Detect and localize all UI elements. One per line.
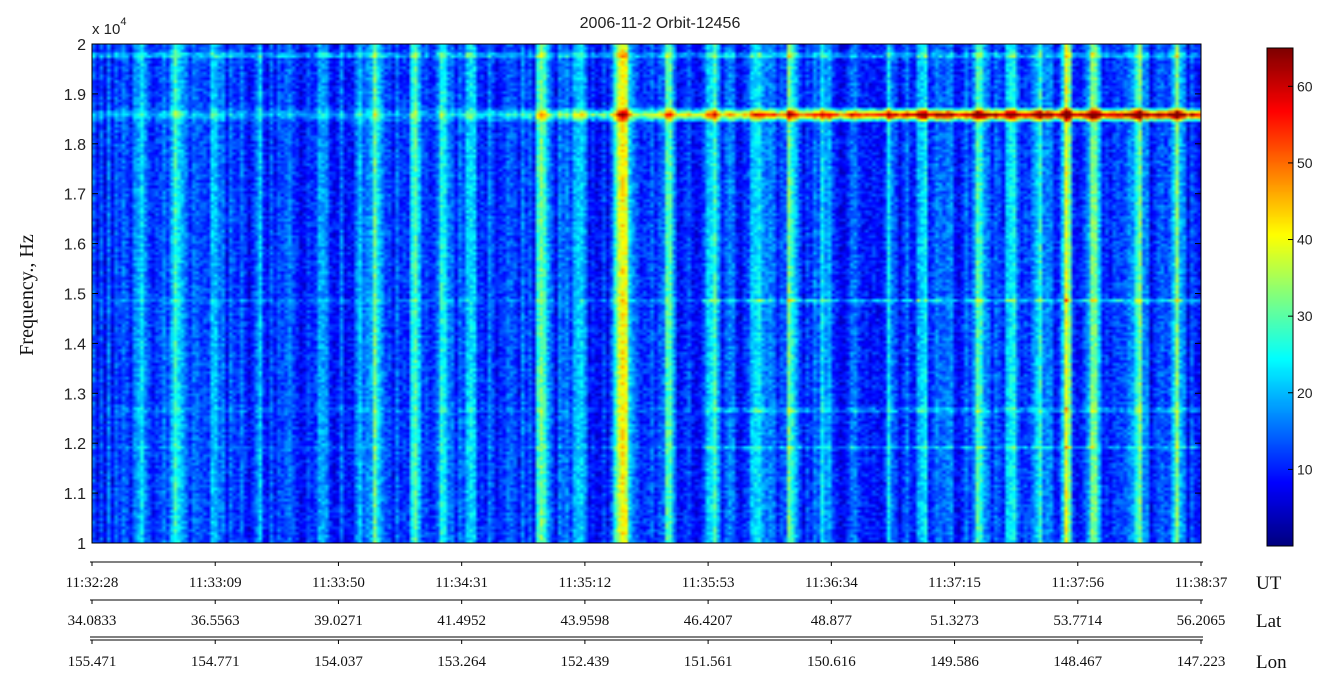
x-tick-label-lat: 56.2065 xyxy=(1177,613,1226,629)
colorbar-frame xyxy=(1266,47,1294,547)
x-tick-label-ut: 11:36:34 xyxy=(805,575,858,591)
x-tick-label-lat: 53.7714 xyxy=(1053,613,1102,629)
colorbar-tick-label: 50 xyxy=(1297,155,1313,171)
x-axis-name-lon: Lon xyxy=(1256,652,1287,673)
x-tick-label-ut: 11:33:09 xyxy=(189,575,242,591)
x-tick-label-ut: 11:37:15 xyxy=(928,575,981,591)
y-tick-label: 1.6 xyxy=(64,237,86,254)
x-tick-label-ut: 11:34:31 xyxy=(435,575,488,591)
x-tick-label-ut: 11:32:28 xyxy=(66,575,119,591)
colorbar: 10 20 30 40 50 60 xyxy=(1266,47,1313,547)
chart-title: 2006-11-2 Orbit-12456 xyxy=(580,15,741,32)
y-tick-label: 1.1 xyxy=(64,486,86,503)
x-tick-label-ut: 11:38:37 xyxy=(1175,575,1228,591)
heatmap-image xyxy=(92,44,1201,543)
x-tick-label-lon: 153.264 xyxy=(437,654,486,670)
x-tick-label-lat: 36.5563 xyxy=(191,613,240,629)
colorbar-ticks: 10 20 30 40 50 60 xyxy=(1288,78,1313,477)
y-tick-label: 2 xyxy=(77,37,86,54)
y-multiplier-base: x 10 xyxy=(92,21,120,38)
y-tick-label: 1.8 xyxy=(64,137,86,154)
x-tick-label-lat: 51.3273 xyxy=(930,613,979,629)
y-tick-label: 1.2 xyxy=(64,436,86,453)
colorbar-tick-label: 40 xyxy=(1297,232,1313,248)
x-tick-label-ut: 11:37:56 xyxy=(1051,575,1104,591)
x-tick-label-lat: 34.0833 xyxy=(68,613,117,629)
y-multiplier-exponent: 4 xyxy=(120,16,126,28)
y-axis-label: Frequency., Hz xyxy=(16,234,38,356)
x-tick-label-lon: 154.037 xyxy=(314,654,363,670)
x-tick-label-lon: 147.223 xyxy=(1177,654,1226,670)
y-tick-label: 1.9 xyxy=(64,87,86,104)
x-tick-label-lat: 48.877 xyxy=(811,613,853,629)
colorbar-tick-label: 60 xyxy=(1297,78,1313,94)
colorbar-tick-label: 10 xyxy=(1297,461,1313,477)
colorbar-tick-label: 30 xyxy=(1297,308,1313,324)
x-tick-label-ut: 11:35:53 xyxy=(682,575,735,591)
y-tick-label: 1 xyxy=(77,536,86,553)
x-tick-label-lat: 43.9598 xyxy=(561,613,610,629)
y-tick-label: 1.5 xyxy=(64,287,86,304)
colorbar-image xyxy=(1267,48,1293,546)
x-tick-label-lat: 39.0271 xyxy=(314,613,363,629)
x-tick-label-lon: 155.471 xyxy=(68,654,117,670)
x-axis-name-ut: UT xyxy=(1256,573,1282,594)
heatmap-area xyxy=(91,43,1202,544)
x-tick-label-lat: 41.4952 xyxy=(437,613,486,629)
y-multiplier-label: x 104 xyxy=(92,16,126,38)
x-tick-label-ut: 11:33:50 xyxy=(312,575,365,591)
x-tick-label-lon: 151.561 xyxy=(684,654,733,670)
y-tick-label: 1.3 xyxy=(64,386,86,403)
x-tick-label-lon: 148.467 xyxy=(1053,654,1102,670)
x-tick-label-lon: 154.771 xyxy=(191,654,240,670)
x-axis-name-lat: Lat xyxy=(1256,611,1282,632)
y-axis-ticks: 1 1.1 1.2 1.3 1.4 1.5 1.6 1.7 1.8 1.9 2 xyxy=(64,37,1201,553)
x-tick-label-lat: 46.4207 xyxy=(684,613,733,629)
y-tick-label: 1.4 xyxy=(64,336,86,353)
x-axes: 11:32:28 11:33:09 11:33:50 11:34:31 11:35:12… xyxy=(66,561,1287,673)
colorbar-tick-label: 20 xyxy=(1297,385,1313,401)
x-tick-label-ut: 11:35:12 xyxy=(558,575,611,591)
x-tick-label-lon: 149.586 xyxy=(930,654,979,670)
x-tick-label-lon: 152.439 xyxy=(561,654,610,670)
x-tick-label-lon: 150.616 xyxy=(807,654,856,670)
y-tick-label: 1.7 xyxy=(64,187,86,204)
